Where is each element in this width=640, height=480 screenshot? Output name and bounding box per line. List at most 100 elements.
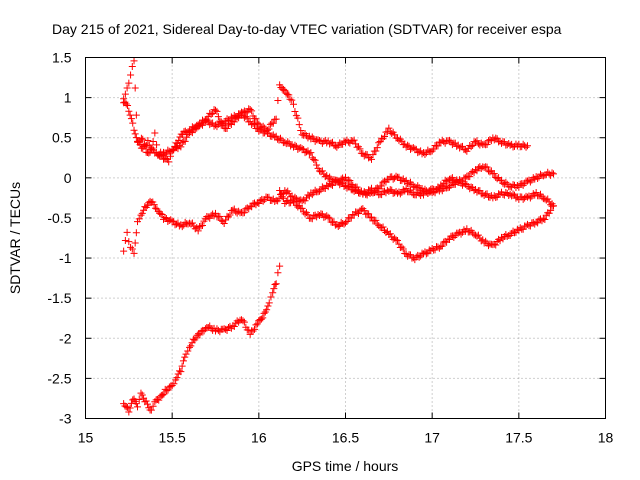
data-point <box>522 143 530 151</box>
series-sat-a <box>120 95 557 210</box>
data-point <box>230 323 238 331</box>
data-point <box>131 84 139 92</box>
data-point <box>477 139 485 147</box>
data-point <box>316 187 323 195</box>
data-point <box>252 321 260 329</box>
data-point <box>292 195 300 203</box>
data-point <box>396 190 404 198</box>
data-point <box>274 135 282 143</box>
data-point <box>181 353 189 361</box>
data-point <box>544 168 552 176</box>
data-point <box>474 231 482 239</box>
data-point <box>294 203 302 211</box>
data-point <box>395 173 403 181</box>
data-point <box>199 222 206 230</box>
data-point <box>467 143 475 151</box>
data-point <box>418 150 426 158</box>
data-point <box>188 129 196 137</box>
data-point <box>417 147 425 155</box>
data-point <box>193 224 201 232</box>
data-point <box>251 325 258 333</box>
data-point <box>337 175 345 183</box>
data-point <box>272 132 280 140</box>
data-point <box>344 138 352 146</box>
data-point <box>291 198 299 206</box>
data-point <box>547 206 555 214</box>
data-point <box>509 181 517 189</box>
data-point <box>392 172 400 180</box>
data-point <box>305 150 313 158</box>
data-point <box>154 151 162 159</box>
data-point <box>301 197 309 205</box>
data-point <box>151 129 159 137</box>
data-point <box>235 207 243 215</box>
data-point <box>214 113 222 121</box>
data-point <box>282 188 290 196</box>
data-point <box>502 178 510 186</box>
data-point <box>130 249 138 257</box>
data-point <box>149 138 157 146</box>
data-point <box>253 320 261 328</box>
data-point <box>186 343 193 351</box>
data-point <box>259 122 267 130</box>
data-point <box>131 130 139 138</box>
data-point <box>194 227 202 235</box>
data-point <box>187 342 195 350</box>
data-point <box>178 138 186 146</box>
data-point <box>372 187 380 195</box>
data-point <box>252 115 260 123</box>
data-point <box>360 207 368 215</box>
data-point <box>220 325 228 333</box>
data-point <box>216 213 224 221</box>
data-point <box>480 191 488 199</box>
data-point <box>281 138 289 146</box>
data-point <box>164 386 172 394</box>
x-tick-label: 15 <box>78 430 94 446</box>
data-point <box>135 396 143 404</box>
data-point <box>130 126 138 134</box>
data-point <box>366 214 374 222</box>
data-point <box>128 62 136 70</box>
data-point <box>399 245 407 253</box>
data-point <box>373 144 381 152</box>
data-point <box>301 210 309 218</box>
data-point <box>135 215 143 223</box>
data-point <box>131 239 139 247</box>
data-point <box>357 205 365 213</box>
data-point <box>217 118 225 126</box>
data-point <box>276 187 284 195</box>
data-point <box>243 114 251 122</box>
data-point <box>337 218 345 226</box>
data-point <box>394 189 401 197</box>
data-point <box>526 222 534 230</box>
data-point <box>127 243 135 251</box>
data-point <box>291 108 299 116</box>
data-point <box>318 167 326 175</box>
data-point <box>269 119 277 127</box>
data-point <box>347 180 355 188</box>
data-point <box>493 175 501 183</box>
data-point <box>509 190 517 198</box>
data-point <box>379 223 387 231</box>
data-point <box>248 203 256 211</box>
data-point <box>230 205 238 213</box>
data-point <box>269 289 277 297</box>
data-point <box>499 179 507 187</box>
data-point <box>344 176 352 184</box>
data-point <box>129 119 137 127</box>
data-point <box>378 134 386 142</box>
data-point <box>375 139 383 147</box>
data-point <box>378 224 386 232</box>
data-point <box>391 131 399 139</box>
data-point <box>353 183 361 191</box>
data-point <box>130 57 138 65</box>
data-point <box>168 147 176 155</box>
data-point <box>336 178 344 186</box>
data-point <box>483 163 491 171</box>
data-point <box>401 140 409 148</box>
data-point <box>132 400 140 408</box>
data-point <box>260 309 268 317</box>
data-point <box>137 211 145 219</box>
data-point <box>492 134 500 142</box>
data-point <box>492 193 500 201</box>
